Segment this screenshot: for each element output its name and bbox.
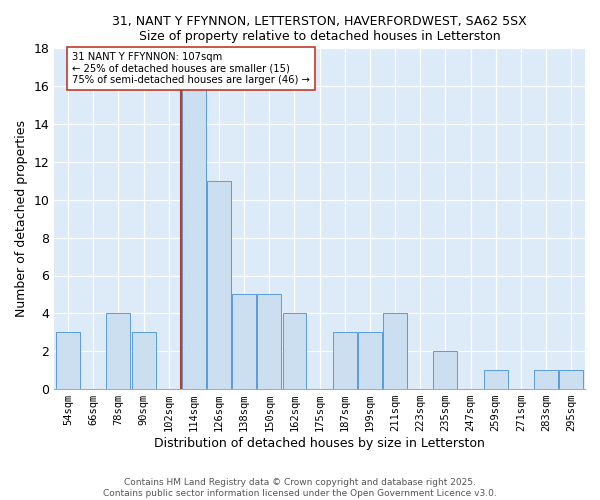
Bar [283, 314, 307, 389]
Y-axis label: Number of detached properties: Number of detached properties [15, 120, 28, 317]
Bar [484, 370, 508, 389]
Bar [534, 370, 558, 389]
Bar [207, 181, 231, 389]
Bar [559, 370, 583, 389]
Bar [257, 294, 281, 389]
Title: 31, NANT Y FFYNNON, LETTERSTON, HAVERFORDWEST, SA62 5SX
Size of property relativ: 31, NANT Y FFYNNON, LETTERSTON, HAVERFOR… [112, 15, 527, 43]
Bar [383, 314, 407, 389]
Bar [56, 332, 80, 389]
Bar [232, 294, 256, 389]
Text: 31 NANT Y FFYNNON: 107sqm
← 25% of detached houses are smaller (15)
75% of semi-: 31 NANT Y FFYNNON: 107sqm ← 25% of detac… [72, 52, 310, 86]
Bar [358, 332, 382, 389]
Text: Contains HM Land Registry data © Crown copyright and database right 2025.
Contai: Contains HM Land Registry data © Crown c… [103, 478, 497, 498]
X-axis label: Distribution of detached houses by size in Letterston: Distribution of detached houses by size … [154, 437, 485, 450]
Bar [333, 332, 357, 389]
Bar [131, 332, 155, 389]
Bar [433, 351, 457, 389]
Bar [106, 314, 130, 389]
Bar [182, 86, 206, 389]
